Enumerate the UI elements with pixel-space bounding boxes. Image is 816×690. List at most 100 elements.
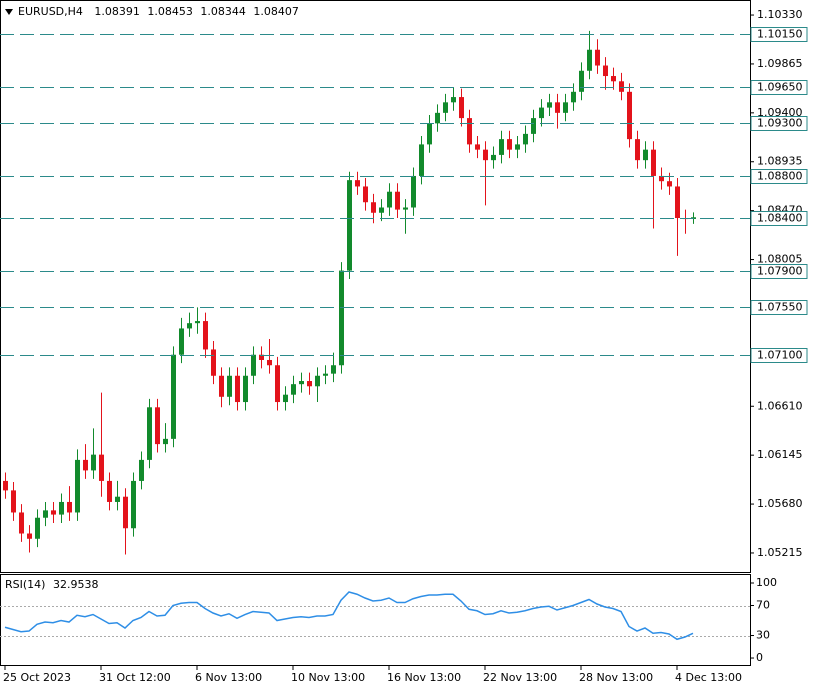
price-level-label: 1.07900	[757, 265, 803, 278]
y-tick-label: 70	[756, 599, 770, 612]
candle-body	[627, 91, 632, 140]
candle-body	[499, 139, 504, 155]
candle-body	[283, 394, 288, 403]
candle-body	[3, 480, 8, 491]
candle-body	[427, 123, 432, 145]
x-tick-label: 28 Nov 13:00	[579, 671, 653, 684]
y-tick-label: 1.08935	[757, 155, 803, 168]
price-level-box	[750, 80, 808, 95]
candle-body	[547, 102, 552, 108]
candle-body	[299, 381, 304, 385]
candle-body	[107, 480, 112, 502]
candle-body	[667, 181, 672, 187]
y-tick-label: 1.09865	[757, 57, 803, 70]
candle-body	[579, 70, 584, 92]
price-level-label: 1.07550	[757, 301, 803, 314]
candle-body	[147, 407, 152, 460]
candle-body	[219, 375, 224, 397]
candle-body	[435, 112, 440, 124]
candle-body	[291, 384, 296, 395]
candle-body	[339, 270, 344, 366]
y-tick-label: 0	[756, 651, 763, 664]
candle-body	[659, 175, 664, 182]
candle-body	[307, 381, 312, 387]
candle-body	[483, 149, 488, 161]
rsi-title: RSI(14) 32.9538	[5, 578, 98, 591]
candle-body	[267, 359, 272, 366]
price-level-box	[750, 27, 808, 42]
candle-body	[123, 496, 128, 529]
x-tick-label: 22 Nov 13:00	[483, 671, 557, 684]
rsi-line	[4, 591, 694, 641]
candle-body	[227, 375, 232, 397]
main-panel-frame	[0, 0, 751, 573]
price-level-box	[750, 264, 808, 279]
candle-body	[355, 180, 360, 187]
open-value: 1.08391	[94, 5, 140, 18]
candle-body	[91, 454, 96, 471]
rsi-value: 32.9538	[53, 578, 99, 591]
price-level-label: 1.10150	[757, 28, 803, 41]
y-tick-label: 30	[756, 629, 770, 642]
candle-body	[539, 107, 544, 119]
candle-body	[115, 496, 120, 502]
candle-body	[643, 149, 648, 161]
candle-body	[347, 180, 352, 271]
candle-body	[363, 186, 368, 203]
candle-body	[531, 118, 536, 134]
candle-body	[651, 149, 656, 176]
x-tick-label: 10 Nov 13:00	[291, 671, 365, 684]
candle-body	[187, 323, 192, 329]
candle-body	[451, 97, 456, 103]
candle-body	[235, 375, 240, 403]
candle-body	[99, 454, 104, 481]
candle-body	[155, 407, 160, 445]
symbol-title: EURUSD,H4 1.08391 1.08453 1.08344 1.0840…	[18, 5, 299, 18]
candle-body	[395, 191, 400, 210]
symbol: EURUSD,H4	[18, 5, 83, 18]
y-tick-label: 1.08005	[757, 253, 803, 266]
candle-body	[419, 144, 424, 176]
rsi-name: RSI(14)	[5, 578, 45, 591]
y-tick-label: 1.09400	[757, 106, 803, 119]
candle-body	[587, 49, 592, 71]
candle-body	[635, 139, 640, 161]
candle-body	[387, 191, 392, 208]
price-level-label: 1.09300	[757, 117, 803, 130]
price-level-label: 1.09650	[757, 81, 803, 94]
candle-body	[555, 102, 560, 113]
y-tick-label: 1.06145	[757, 448, 803, 461]
candle-body	[571, 91, 576, 103]
candle-body	[275, 365, 280, 403]
y-tick-label: 1.10330	[757, 8, 803, 21]
candle-body	[619, 81, 624, 92]
y-tick-label: 1.05680	[757, 497, 803, 510]
high-value: 1.08453	[147, 5, 193, 18]
candle-body	[379, 207, 384, 213]
price-level-box	[750, 348, 808, 363]
candle-body	[611, 76, 616, 82]
candle-body	[443, 102, 448, 113]
candle-body	[595, 49, 600, 66]
candle-body	[67, 501, 72, 513]
candle-body	[603, 65, 608, 77]
candle-body	[467, 118, 472, 145]
candle-body	[315, 375, 320, 387]
candle-body	[243, 375, 248, 403]
menu-arrow[interactable]	[5, 9, 13, 15]
candle-body	[179, 328, 184, 355]
candle-body	[475, 144, 480, 150]
x-tick-label: 25 Oct 2023	[3, 671, 71, 684]
low-value: 1.08344	[200, 5, 246, 18]
candle-body	[43, 510, 48, 518]
price-level-label: 1.07100	[757, 349, 803, 362]
candle-body	[459, 97, 464, 119]
price-level-box	[750, 300, 808, 315]
candle-body	[203, 321, 208, 350]
candle-body	[331, 365, 336, 374]
candle-body	[51, 510, 56, 515]
y-tick-label: 100	[756, 576, 777, 589]
candle-body	[403, 207, 408, 210]
candle-body	[259, 354, 264, 360]
